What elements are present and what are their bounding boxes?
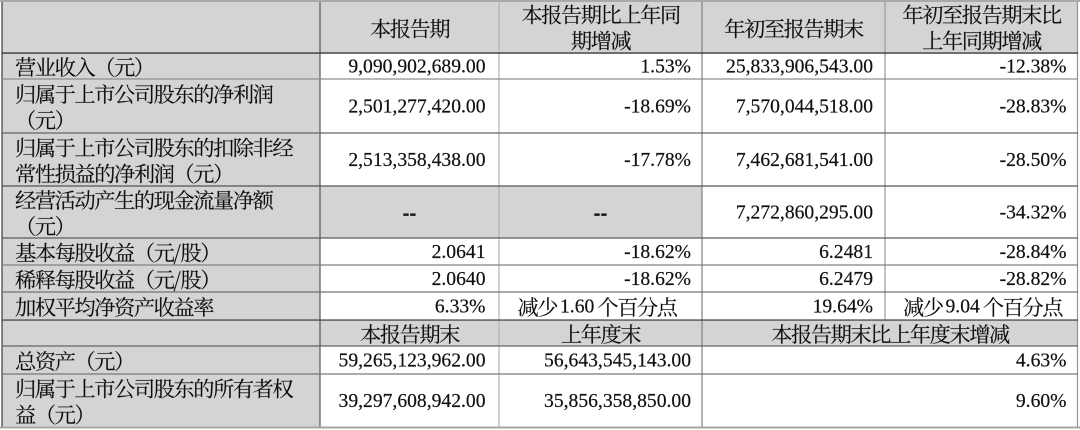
svg-text:6.2479: 6.2479 bbox=[819, 269, 873, 290]
svg-text:-28.84%: -28.84% bbox=[1000, 242, 1067, 263]
svg-text:6.2481: 6.2481 bbox=[819, 242, 873, 263]
svg-text:6.33%: 6.33% bbox=[435, 296, 486, 317]
svg-text:59,265,123,962.00: 59,265,123,962.00 bbox=[339, 350, 486, 371]
svg-text:19.64%: 19.64% bbox=[813, 296, 873, 317]
svg-text:-34.32%: -34.32% bbox=[1000, 202, 1067, 223]
svg-text:-18.62%: -18.62% bbox=[624, 269, 691, 290]
svg-text:-28.50%: -28.50% bbox=[1000, 150, 1067, 171]
svg-text:9,090,902,689.00: 9,090,902,689.00 bbox=[348, 56, 485, 77]
svg-text:7,462,681,541.00: 7,462,681,541.00 bbox=[736, 150, 873, 171]
svg-text:2,501,277,420.00: 2,501,277,420.00 bbox=[348, 96, 485, 117]
svg-text:2.0640: 2.0640 bbox=[432, 269, 486, 290]
svg-text:39,297,608,942.00: 39,297,608,942.00 bbox=[339, 391, 486, 412]
svg-text:-28.83%: -28.83% bbox=[1000, 96, 1067, 117]
svg-text:9.60%: 9.60% bbox=[1016, 391, 1067, 412]
svg-text:4.63%: 4.63% bbox=[1016, 350, 1067, 371]
svg-text:-18.69%: -18.69% bbox=[624, 96, 691, 117]
svg-text:56,643,545,143.00: 56,643,545,143.00 bbox=[544, 350, 691, 371]
svg-text:1.53%: 1.53% bbox=[640, 56, 691, 77]
svg-text:1.60: 1.60 bbox=[560, 296, 594, 317]
svg-text:7,570,044,518.00: 7,570,044,518.00 bbox=[736, 96, 873, 117]
svg-text:9.04: 9.04 bbox=[946, 296, 980, 317]
svg-text:-28.82%: -28.82% bbox=[1000, 269, 1067, 290]
svg-text:7,272,860,295.00: 7,272,860,295.00 bbox=[736, 202, 873, 223]
svg-text:-17.78%: -17.78% bbox=[624, 150, 691, 171]
svg-text:-12.38%: -12.38% bbox=[1000, 56, 1067, 77]
svg-text:-18.62%: -18.62% bbox=[624, 242, 691, 263]
svg-text:25,833,906,543.00: 25,833,906,543.00 bbox=[726, 56, 873, 77]
svg-text:35,856,358,850.00: 35,856,358,850.00 bbox=[544, 391, 691, 412]
svg-text:2,513,358,438.00: 2,513,358,438.00 bbox=[348, 150, 485, 171]
svg-text:2.0641: 2.0641 bbox=[432, 242, 486, 263]
